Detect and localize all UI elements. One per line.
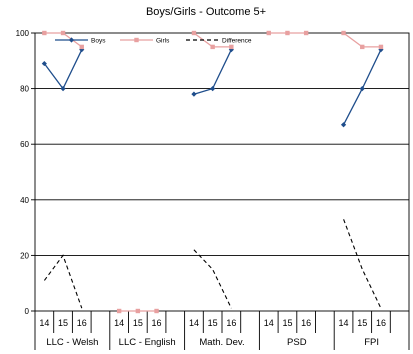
x-tick-label: 16 — [376, 318, 386, 328]
data-point — [210, 44, 215, 50]
x-tick-label: 15 — [208, 318, 218, 328]
x-tick-label: 16 — [226, 318, 236, 328]
x-tick-label: 14 — [264, 318, 274, 328]
x-tick-label: 15 — [133, 318, 143, 328]
legend-label: Girls — [156, 38, 170, 45]
data-point — [340, 122, 347, 128]
grid — [35, 88, 409, 256]
x-tick-label: 15 — [58, 318, 68, 328]
y-tick-label: 100 — [16, 29, 30, 38]
data-point — [191, 91, 197, 97]
data-point — [154, 308, 159, 314]
data-point — [378, 44, 384, 50]
x-tick-label: 15 — [282, 318, 292, 328]
x-group-label: LLC - English — [119, 337, 176, 348]
legend-item-difference: Difference — [186, 38, 252, 45]
series-line — [343, 219, 382, 309]
data-point — [303, 30, 309, 36]
data-point — [60, 86, 66, 92]
series-boys — [41, 47, 384, 128]
data-point — [341, 30, 346, 36]
y-tick-label: 80 — [20, 85, 29, 94]
series-difference — [43, 219, 382, 309]
data-point — [229, 44, 234, 50]
x-group-label: PSD — [287, 337, 307, 348]
legend-label: Boys — [91, 38, 106, 45]
legend-label: Difference — [222, 38, 252, 45]
y-tick-label: 0 — [25, 307, 30, 316]
x-group-label: Math. Dev. — [199, 337, 244, 348]
legend-item-girls: Girls — [120, 38, 170, 45]
data-point — [116, 308, 122, 314]
legend-marker — [68, 37, 75, 43]
data-point — [42, 30, 47, 36]
series-girls — [42, 30, 384, 314]
x-tick-label: 14 — [114, 318, 124, 328]
x-group-label: FPI — [364, 337, 379, 348]
data-point — [191, 30, 197, 36]
x-tick-label: 16 — [301, 318, 311, 328]
series-line — [43, 254, 83, 309]
data-point — [359, 86, 365, 92]
x-tick-label: 14 — [39, 318, 49, 328]
legend: Boys Girls Difference — [55, 37, 252, 45]
data-point — [210, 86, 216, 92]
chart-title: Boys/Girls - Outcome 5+ — [146, 6, 266, 18]
x-group-label: LLC - Welsh — [46, 337, 98, 348]
data-point — [79, 44, 84, 50]
y-tick-label: 40 — [20, 196, 29, 205]
data-point — [360, 44, 365, 50]
series-line — [193, 249, 232, 309]
x-tick-label: 14 — [189, 318, 199, 328]
data-point — [266, 30, 271, 36]
x-tick-label: 15 — [357, 318, 367, 328]
plot-border — [34, 32, 410, 312]
x-tick-label: 16 — [77, 318, 87, 328]
plot-frame — [34, 32, 410, 312]
series — [41, 30, 384, 314]
data-point — [41, 60, 47, 67]
x-axis: 14 15 16 LLC - Welsh 14 15 16 LLC - English 14 15… — [34, 311, 410, 350]
legend-item-boys: Boys — [55, 37, 106, 45]
data-point — [60, 30, 66, 36]
y-tick-label: 20 — [20, 251, 29, 260]
x-tick-label: 16 — [152, 318, 162, 328]
legend-marker — [134, 37, 139, 43]
y-tick-label: 60 — [20, 140, 29, 149]
series-line — [43, 49, 83, 90]
data-point — [285, 30, 290, 36]
data-point — [135, 308, 141, 314]
x-tick-label: 14 — [339, 318, 349, 328]
y-axis: 0 20 40 60 80 100 — [16, 29, 35, 316]
data-point — [79, 47, 85, 53]
